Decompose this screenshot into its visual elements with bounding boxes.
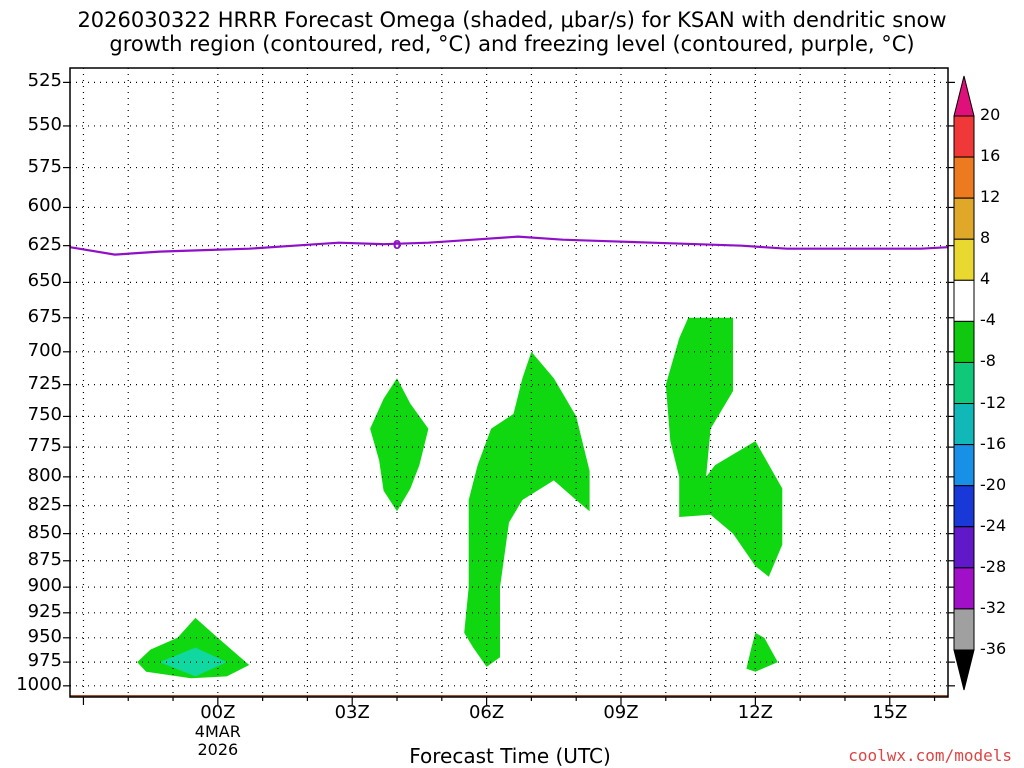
colorbar-segment-9 xyxy=(953,485,975,528)
y-tick-label: 875 xyxy=(27,548,62,570)
shaded-region-omega-8-03z xyxy=(370,378,429,512)
y-tick-label: 675 xyxy=(27,305,62,327)
chart-title-line2: growth region (contoured, red, °C) and f… xyxy=(109,32,915,56)
y-tick-label: 775 xyxy=(27,435,62,457)
colorbar-label: -8 xyxy=(980,351,996,371)
colorbar-segment-4 xyxy=(953,279,975,322)
y-tick-label: 825 xyxy=(27,493,62,515)
x-tick-label: 15Z xyxy=(872,702,908,723)
colorbar-label: -16 xyxy=(980,433,1007,453)
y-tick-label: 925 xyxy=(27,600,62,622)
colorbar-label: -24 xyxy=(980,515,1007,535)
y-tick-label: 800 xyxy=(27,464,62,486)
y-tick-label: 975 xyxy=(27,650,62,672)
shaded-region-omega-8-06z xyxy=(464,351,590,667)
y-tick-label: 900 xyxy=(27,575,62,597)
colorbar-label: 8 xyxy=(980,228,991,248)
y-tick-label: 850 xyxy=(27,521,62,543)
colorbar-segment-1 xyxy=(953,156,975,199)
colorbar-segment-2 xyxy=(953,197,975,240)
shaded-region-omega-8-10z xyxy=(665,317,783,577)
y-tick-label: 600 xyxy=(27,195,62,217)
colorbar-label: 12 xyxy=(980,187,1001,207)
colorbar-top-arrow xyxy=(953,75,975,117)
colorbar-segment-7 xyxy=(953,403,975,446)
colorbar-segment-12 xyxy=(953,608,975,651)
x-date-label: 4MAR xyxy=(194,722,241,741)
chart-title-line1: 2026030322 HRRR Forecast Omega (shaded, … xyxy=(77,8,947,32)
colorbar-segment-5 xyxy=(953,320,975,363)
plot-area xyxy=(70,68,948,697)
y-tick-label: 575 xyxy=(27,155,62,177)
colorbar-label: 16 xyxy=(980,146,1001,166)
x-tick-label: 06Z xyxy=(468,702,505,723)
y-tick-label: 525 xyxy=(27,70,62,92)
colorbar-bottom-arrow xyxy=(953,649,975,691)
y-tick-label: 725 xyxy=(27,372,62,394)
colorbar-label: 4 xyxy=(980,269,991,289)
colorbar-segment-0 xyxy=(953,115,975,158)
colorbar-label: -12 xyxy=(980,392,1007,412)
colorbar-label: 20 xyxy=(980,105,1001,124)
x-tick-label: 03Z xyxy=(334,702,370,723)
x-year-label: 2026 xyxy=(197,740,239,759)
freezing-level-line xyxy=(69,235,949,256)
freezing-level-label: 0 xyxy=(393,238,401,252)
colorbar-segment-11 xyxy=(953,567,975,610)
x-tick-label: 12Z xyxy=(737,702,773,723)
x-axis-title: Forecast Time (UTC) xyxy=(409,744,611,768)
colorbar-label: -4 xyxy=(980,310,996,330)
colorbar-label: -36 xyxy=(980,639,1007,658)
colorbar-segment-10 xyxy=(953,526,975,569)
y-tick-label: 1000 xyxy=(16,673,62,695)
plot-frame xyxy=(69,67,949,698)
colorbar-segment-8 xyxy=(953,444,975,487)
colorbar-label: -20 xyxy=(980,474,1007,494)
ground-surface xyxy=(70,695,948,697)
colorbar-segment-6 xyxy=(953,361,975,405)
credit-text: coolwx.com/models xyxy=(848,746,1012,765)
y-tick-label: 625 xyxy=(27,233,62,255)
colorbar-label: -28 xyxy=(980,556,1007,576)
x-tick-label: 09Z xyxy=(603,702,639,723)
colorbar-label: -32 xyxy=(980,597,1007,617)
y-tick-label: 750 xyxy=(27,404,62,426)
y-tick-label: 950 xyxy=(27,625,62,647)
y-tick-label: 550 xyxy=(27,113,62,135)
y-tick-label: 700 xyxy=(27,339,62,361)
x-tick-label: 00Z xyxy=(200,702,236,723)
y-tick-label: 650 xyxy=(27,270,62,292)
colorbar-segment-3 xyxy=(953,238,975,281)
shaded-region-omega-12-core xyxy=(159,647,227,677)
